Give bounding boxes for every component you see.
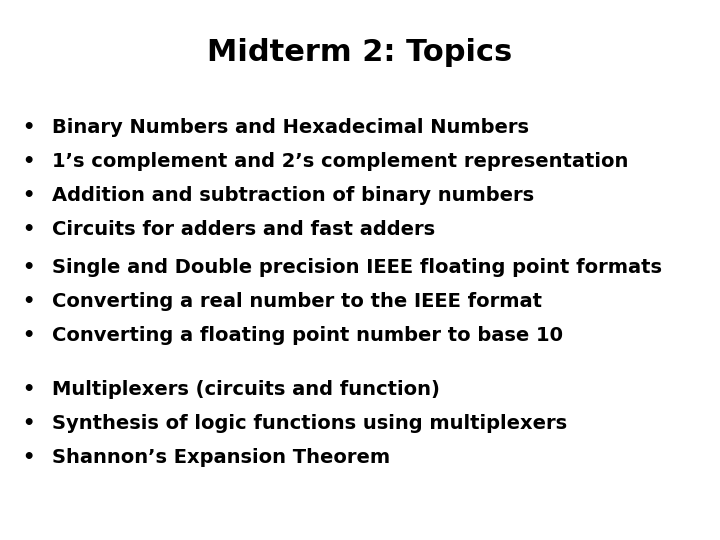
Text: Addition and subtraction of binary numbers: Addition and subtraction of binary numbe…	[52, 186, 534, 205]
Text: Multiplexers (circuits and function): Multiplexers (circuits and function)	[52, 380, 440, 399]
Text: •: •	[22, 118, 34, 137]
Text: Binary Numbers and Hexadecimal Numbers: Binary Numbers and Hexadecimal Numbers	[52, 118, 529, 137]
Text: Circuits for adders and fast adders: Circuits for adders and fast adders	[52, 220, 435, 239]
Text: Shannon’s Expansion Theorem: Shannon’s Expansion Theorem	[52, 448, 390, 467]
Text: Converting a floating point number to base 10: Converting a floating point number to ba…	[52, 326, 563, 345]
Text: Synthesis of logic functions using multiplexers: Synthesis of logic functions using multi…	[52, 414, 567, 433]
Text: •: •	[22, 448, 34, 467]
Text: •: •	[22, 186, 34, 205]
Text: Midterm 2: Topics: Midterm 2: Topics	[207, 38, 513, 67]
Text: •: •	[22, 326, 34, 345]
Text: •: •	[22, 220, 34, 239]
Text: •: •	[22, 380, 34, 399]
Text: Converting a real number to the IEEE format: Converting a real number to the IEEE for…	[52, 292, 542, 311]
Text: Single and Double precision IEEE floating point formats: Single and Double precision IEEE floatin…	[52, 258, 662, 277]
Text: •: •	[22, 152, 34, 171]
Text: •: •	[22, 414, 34, 433]
Text: •: •	[22, 292, 34, 311]
Text: 1’s complement and 2’s complement representation: 1’s complement and 2’s complement repres…	[52, 152, 629, 171]
Text: •: •	[22, 258, 34, 277]
